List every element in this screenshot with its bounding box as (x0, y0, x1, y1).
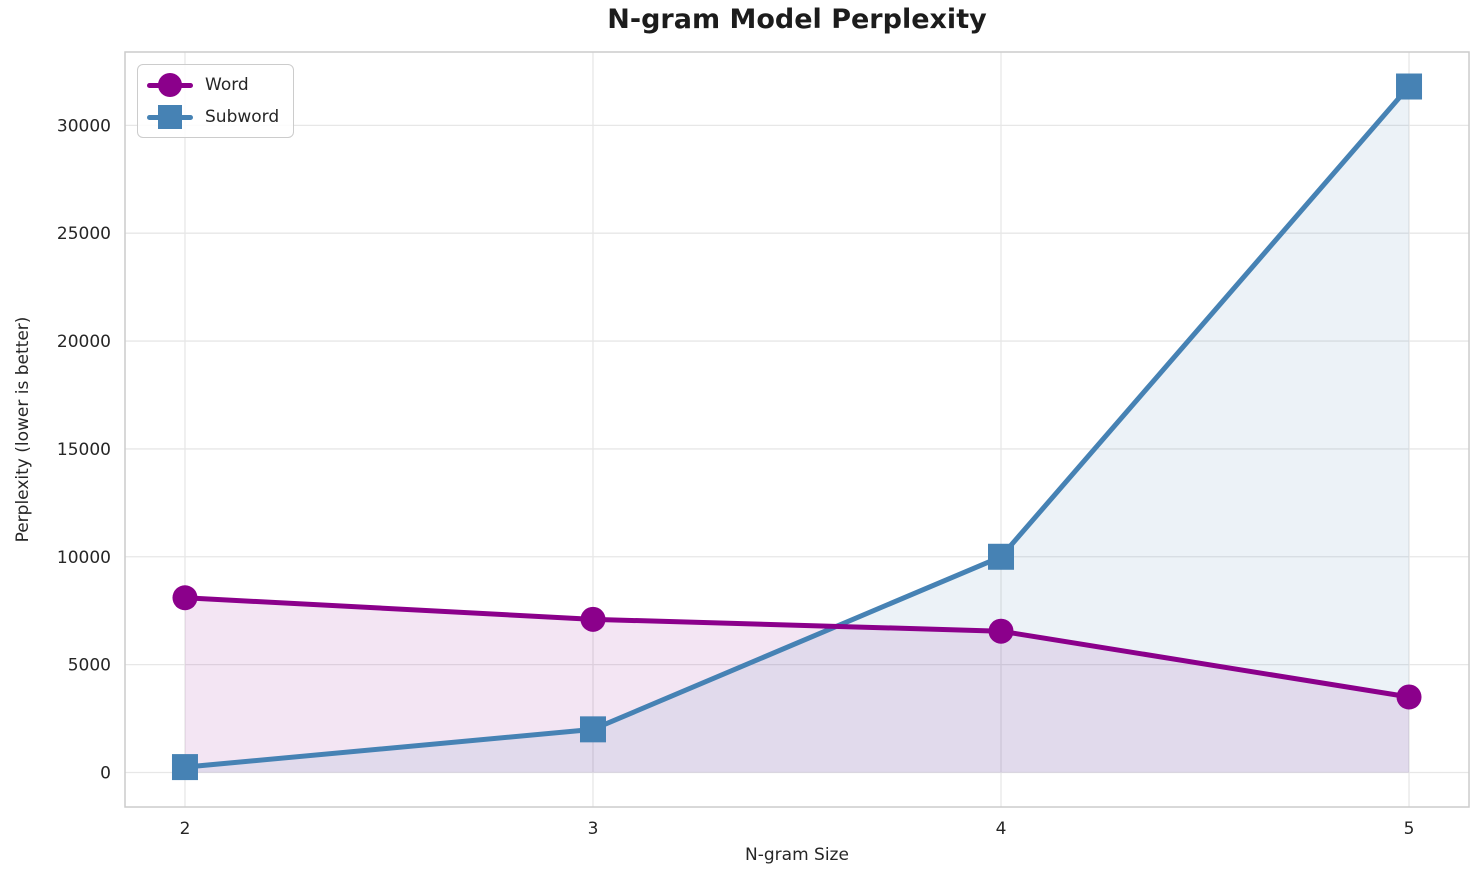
marker-subword (579, 716, 606, 743)
marker-word (988, 618, 1014, 644)
y-tick-label: 0 (100, 763, 111, 783)
legend: Word Subword (137, 64, 295, 138)
x-tick-label: 2 (180, 819, 191, 839)
x-tick-label: 3 (588, 819, 599, 839)
y-tick-label: 25000 (57, 224, 111, 244)
area-subword (184, 86, 1410, 773)
subword-legend-square-icon (158, 105, 182, 129)
legend-label-word: Word (205, 74, 249, 95)
y-tick-label: 5000 (68, 656, 111, 676)
marker-subword (1396, 73, 1423, 100)
chart-title: N-gram Model Perplexity (607, 4, 987, 35)
x-axis-label: N-gram Size (745, 845, 849, 865)
y-tick-label: 30000 (57, 116, 111, 136)
legend-label-subword: Subword (205, 106, 280, 127)
y-tick-label: 10000 (57, 548, 111, 568)
legend-item-subword: Subword (147, 102, 279, 132)
subword-line-square-icon (147, 104, 193, 130)
y-tick-label: 15000 (57, 440, 111, 460)
line-word (182, 595, 1412, 700)
marker-subword (171, 754, 198, 781)
x-tick-label: 4 (996, 819, 1007, 839)
y-tick-label: 20000 (57, 332, 111, 352)
word-legend-circle-icon (158, 73, 182, 97)
marker-word (580, 606, 606, 632)
line-subword (182, 84, 1412, 770)
y-axis-label: Perplexity (lower is better) (13, 316, 33, 543)
marker-word (1396, 684, 1422, 710)
marker-word (172, 585, 198, 611)
area-word (184, 597, 1410, 773)
x-tick-label: 5 (1404, 819, 1415, 839)
marker-subword (988, 543, 1015, 570)
word-line-circle-icon (147, 72, 193, 98)
plot-border (124, 51, 1470, 808)
legend-item-word: Word (147, 70, 279, 100)
